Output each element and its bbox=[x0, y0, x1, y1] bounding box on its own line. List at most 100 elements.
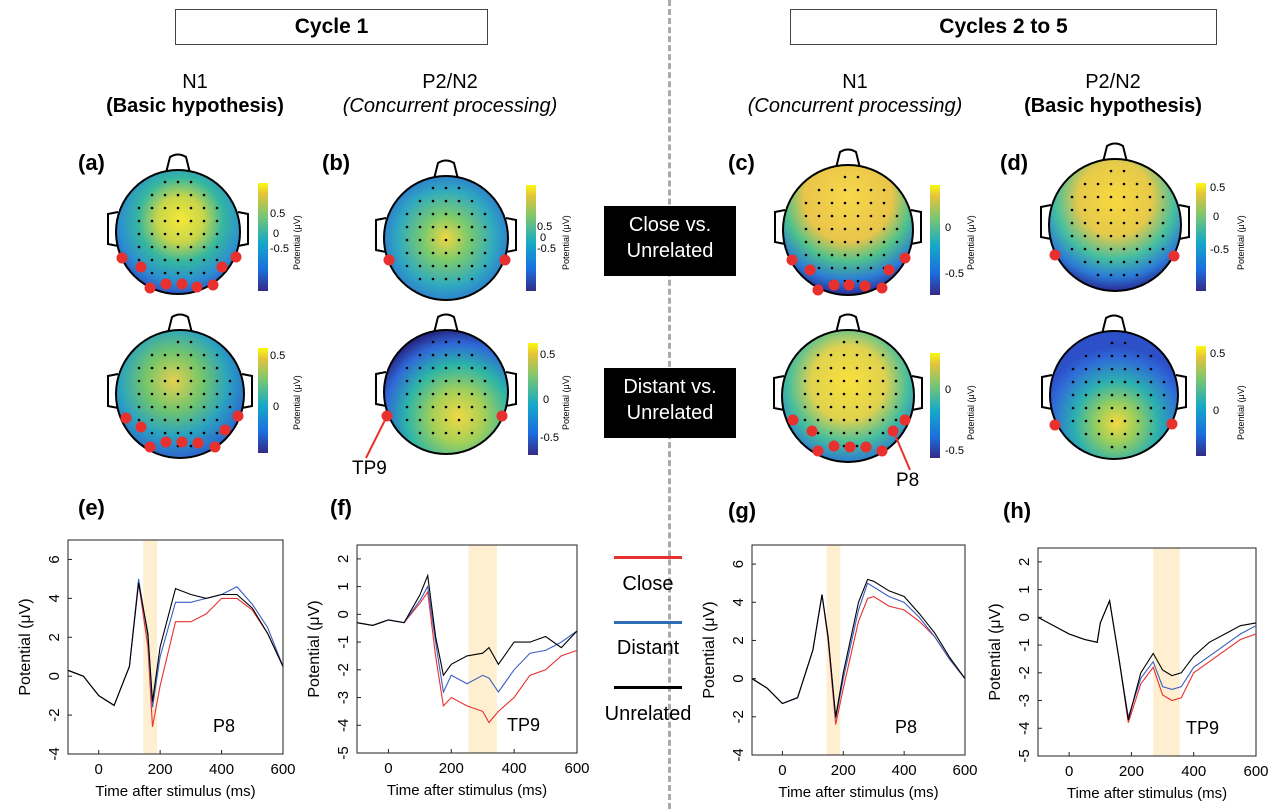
electrode-dot bbox=[1136, 393, 1140, 397]
electrode-dot bbox=[1135, 221, 1139, 225]
x-tick-label: 600 bbox=[564, 760, 589, 777]
x-tick-label: 400 bbox=[209, 761, 234, 778]
electrode-highlight bbox=[135, 421, 147, 433]
electrode-highlight bbox=[843, 279, 855, 291]
electrode-highlight bbox=[859, 280, 871, 292]
electrode-dot bbox=[881, 366, 885, 370]
electrode-dot bbox=[842, 379, 846, 383]
topomap-ear-left bbox=[1041, 374, 1053, 410]
electrode-dot bbox=[843, 175, 847, 179]
topomap-nose bbox=[835, 148, 861, 169]
chart-g-xlabel: Time after stimulus (ms) bbox=[778, 784, 938, 801]
colorbar-a2 bbox=[258, 348, 268, 453]
electrode-dot bbox=[1148, 208, 1152, 212]
electrode-dot bbox=[444, 238, 448, 242]
electrode-dot bbox=[1097, 393, 1101, 397]
topomap-ear-right bbox=[505, 217, 517, 253]
chart-e-window bbox=[143, 540, 158, 754]
cbar-c-top-t0: 0 bbox=[945, 222, 952, 234]
electrode-highlight bbox=[207, 279, 219, 291]
topomap-b1 bbox=[375, 159, 536, 301]
electrode-dot bbox=[405, 392, 409, 396]
electrode-dot bbox=[163, 193, 167, 197]
electrode-dot bbox=[163, 431, 167, 435]
topomap-ear-right bbox=[1178, 204, 1190, 240]
electrode-highlight bbox=[828, 440, 840, 452]
electrode-dot bbox=[215, 431, 219, 435]
electrode-dot bbox=[1136, 406, 1140, 410]
electrode-dot bbox=[1071, 406, 1075, 410]
electrode-dot bbox=[881, 392, 885, 396]
electrode-dot bbox=[869, 227, 873, 231]
electrode-dot bbox=[1162, 393, 1166, 397]
series-line-unrelated bbox=[751, 578, 966, 717]
electrode-dot bbox=[418, 199, 422, 203]
electrode-dot bbox=[894, 366, 898, 370]
electrode-dot bbox=[1110, 354, 1114, 358]
electrode-dot bbox=[470, 238, 474, 242]
electrode-dot bbox=[1122, 234, 1126, 238]
electrode-dot bbox=[176, 232, 180, 236]
electrode-dot bbox=[855, 340, 859, 344]
electrode-dot bbox=[215, 405, 219, 409]
electrode-dot bbox=[816, 418, 820, 422]
electrode-dot bbox=[1084, 354, 1088, 358]
x-tick-label: 200 bbox=[148, 761, 173, 778]
electrode-dot bbox=[804, 240, 808, 244]
panel-label-b: (b) bbox=[322, 150, 351, 175]
chart-f-window bbox=[468, 545, 497, 753]
y-tick-label: -2 bbox=[46, 708, 63, 721]
electrode-dot bbox=[202, 193, 206, 197]
electrode-highlight bbox=[1049, 249, 1061, 261]
cbar-unit-c1: Potential (μV) bbox=[966, 215, 976, 270]
electrode-dot bbox=[1110, 406, 1114, 410]
electrode-dot bbox=[202, 232, 206, 236]
panel-label-c: (c) bbox=[728, 150, 755, 175]
electrode-dot bbox=[163, 180, 167, 184]
electrode-dot bbox=[431, 251, 435, 255]
legend-close-label: Close bbox=[622, 573, 674, 595]
electrode-dot bbox=[444, 251, 448, 255]
electrode-dot bbox=[176, 418, 180, 422]
electrode-dot bbox=[163, 405, 167, 409]
y-tick-label: 6 bbox=[46, 555, 63, 563]
cbar-c-top-t1: -0.5 bbox=[945, 268, 964, 280]
legend-close-line bbox=[614, 556, 682, 559]
tp9-pointer bbox=[365, 415, 388, 459]
topomap-ear-right bbox=[1175, 374, 1187, 410]
electrode-dot bbox=[444, 405, 448, 409]
electrode-dot bbox=[1083, 247, 1087, 251]
row-label-distant: Distant vs. Unrelated bbox=[604, 368, 736, 438]
series-line-close bbox=[67, 582, 284, 727]
x-tick-label: 200 bbox=[1119, 763, 1144, 780]
electrode-dot bbox=[176, 219, 180, 223]
electrode-dot bbox=[150, 258, 154, 262]
colorbar-d1 bbox=[1196, 183, 1206, 291]
cbar-unit-b1: Potential (μV) bbox=[561, 215, 571, 270]
electrode-dot bbox=[803, 405, 807, 409]
electrode-dot bbox=[189, 340, 193, 344]
col-d-component: P2/N2 bbox=[1085, 71, 1141, 93]
electrode-dot bbox=[457, 353, 461, 357]
electrode-dot bbox=[431, 340, 435, 344]
electrode-dot bbox=[176, 180, 180, 184]
electrode-dot bbox=[189, 392, 193, 396]
y-tick-label: 2 bbox=[1016, 558, 1033, 566]
electrode-dot bbox=[1123, 367, 1127, 371]
electrode-dot bbox=[855, 431, 859, 435]
electrode-dot bbox=[405, 264, 409, 268]
electrode-dot bbox=[470, 418, 474, 422]
electrode-dot bbox=[189, 405, 193, 409]
chart-h: 0 200 400 600 -5 -4 -3 -2 -1 0 1 2 TP9 Time after sti… bbox=[987, 547, 1269, 802]
electrode-dot bbox=[202, 271, 206, 275]
electrode-dot bbox=[163, 271, 167, 275]
electrode-dot bbox=[431, 264, 435, 268]
electrode-dot bbox=[803, 366, 807, 370]
legend-unrelated-line bbox=[614, 686, 682, 689]
electrode-label-p8: P8 bbox=[896, 470, 920, 491]
electrode-dot bbox=[804, 214, 808, 218]
topomap-ear-left bbox=[107, 211, 119, 247]
colorbar-c2 bbox=[930, 353, 940, 458]
chart-e: 0 200 400 600 -4 -2 0 2 4 6 P8 Time after stimulus … bbox=[17, 539, 296, 800]
